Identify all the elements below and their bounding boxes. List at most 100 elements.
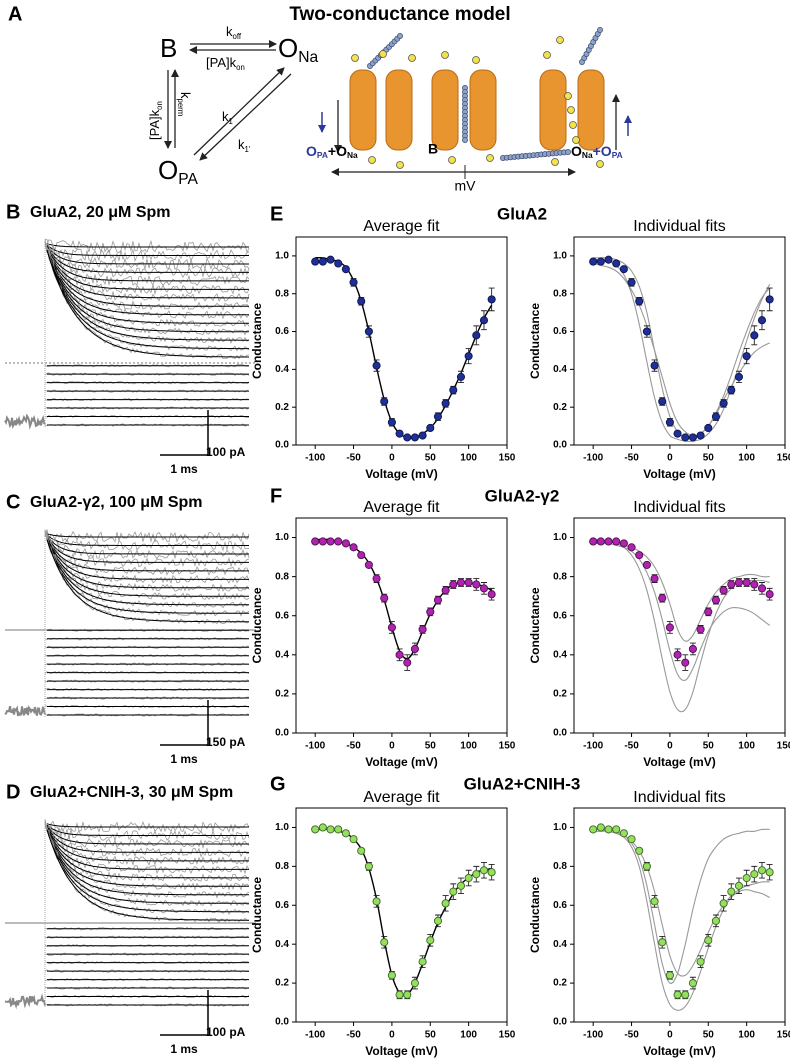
data-point (395, 990, 404, 999)
y-axis-label: Conductance (250, 303, 264, 379)
state-label: B (160, 33, 177, 63)
subscript: perm (176, 99, 185, 117)
subscript: Na (347, 150, 358, 160)
data-point (464, 873, 473, 883)
data-point (681, 990, 690, 999)
current-trace (44, 380, 250, 385)
y-tick-label: 1.0 (553, 251, 567, 262)
data-point (318, 257, 327, 266)
y-tick-label: 0.8 (553, 571, 567, 582)
trace-fit (46, 827, 249, 870)
y-tick-label: 1.0 (553, 822, 567, 833)
y-tick-label: 0.6 (275, 900, 289, 911)
panel-label: E (270, 203, 283, 225)
current-trace (44, 242, 250, 295)
x-tick-label: 100 (460, 1030, 477, 1041)
spermine-ion (486, 154, 494, 162)
rate-label: kperm (176, 92, 193, 116)
plot-frame (573, 807, 786, 1023)
data-point (734, 881, 744, 890)
y-tick-label: 0.8 (275, 288, 289, 299)
state-label: ONa (278, 33, 318, 66)
data-point (650, 574, 659, 583)
text-part: k (178, 92, 193, 99)
x-tick-label: -100 (305, 741, 325, 752)
current-trace (44, 820, 250, 858)
trace-fit (46, 539, 249, 623)
data-point (596, 823, 605, 832)
data-point (665, 418, 674, 427)
y-tick-label: 0.0 (275, 440, 289, 451)
current-trace (44, 825, 250, 842)
y-tick-label: 0.4 (553, 939, 567, 950)
data-point (364, 862, 373, 871)
text-part: [PA]k (147, 109, 162, 140)
y-axis-label: Conductance (528, 877, 542, 953)
plot-frame (295, 807, 508, 1023)
trace-baseline (4, 704, 46, 717)
panel-label: A (8, 3, 22, 25)
data-point (372, 574, 381, 583)
data-point (734, 578, 744, 587)
data-point (426, 423, 435, 433)
panel-title: GluA2+CNIH-3, 30 μM Spm (30, 784, 233, 801)
current-trace (44, 819, 250, 850)
y-axis-label: Conductance (250, 587, 264, 663)
subscript: PA (317, 150, 328, 160)
data-point (472, 331, 481, 340)
spermine-ion (408, 54, 416, 62)
current-trace (44, 978, 250, 982)
y-tick-label: 0.8 (553, 861, 567, 872)
data-point (604, 537, 613, 546)
x-tick-label: -50 (624, 741, 639, 752)
data-point (627, 278, 636, 287)
data-point (341, 265, 350, 274)
current-trace (44, 529, 250, 543)
y-tick-label: 0.0 (553, 1017, 567, 1028)
data-point (380, 938, 389, 947)
panel-label: D (6, 781, 20, 803)
x-tick-label: 0 (389, 741, 395, 752)
data-point (410, 433, 419, 442)
x-tick-label: 0 (667, 1030, 673, 1041)
x-axis-label: Voltage (mV) (643, 467, 715, 481)
data-point (318, 537, 327, 546)
x-tick-label: 100 (460, 453, 477, 464)
x-axis-label: Voltage (mV) (365, 755, 437, 769)
fit-curve (593, 828, 770, 1011)
y-tick-label: 0.0 (553, 440, 567, 451)
data-point (612, 825, 621, 834)
data-point (487, 295, 496, 304)
x-tick-label: 100 (738, 453, 755, 464)
scale-bar (160, 990, 209, 1036)
data-point (334, 537, 343, 546)
data-point (765, 590, 774, 599)
x-tick-label: 150 (499, 741, 516, 752)
subscript: PA (178, 171, 198, 188)
data-point (757, 866, 767, 875)
y-tick-label: 1.0 (275, 532, 289, 543)
data-point (604, 255, 613, 264)
current-trace (44, 239, 250, 254)
current-trace (44, 713, 250, 717)
chart-title: Individual fits (633, 499, 726, 516)
trace-fit (46, 248, 249, 316)
data-point (357, 297, 366, 306)
data-point (372, 361, 381, 370)
text-part: O (158, 155, 178, 185)
y-tick-label: 0.8 (553, 288, 567, 299)
y-tick-label: 0.6 (275, 610, 289, 621)
data-point (349, 543, 358, 552)
panel-title: GluA2-γ2, 100 μM Spm (30, 494, 203, 511)
trace-fit (46, 829, 249, 904)
trace-fit (46, 829, 249, 921)
current-trace (44, 944, 250, 948)
fit-curve (315, 256, 493, 439)
fit-curve (593, 538, 770, 713)
data-point (410, 644, 419, 654)
data-point (464, 352, 473, 361)
panel-label: C (6, 491, 20, 513)
current-trace (44, 238, 250, 263)
text-part: O (571, 143, 582, 159)
